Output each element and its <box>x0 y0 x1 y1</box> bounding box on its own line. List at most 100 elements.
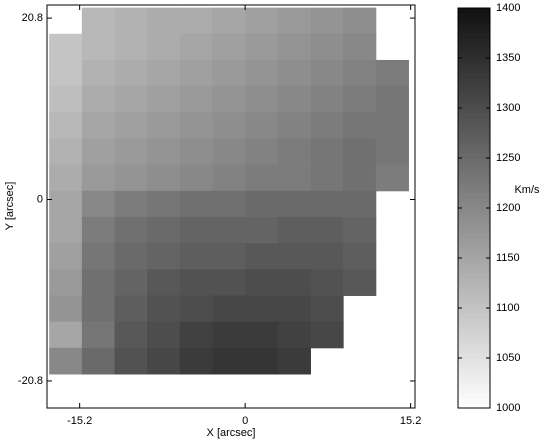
cell <box>310 33 344 61</box>
colorbar-swatch <box>458 373 490 379</box>
colorbar-swatch <box>458 298 490 304</box>
cell <box>245 164 279 192</box>
cell <box>277 7 311 35</box>
colorbar-tick-label: 1200 <box>496 202 520 214</box>
colorbar-swatch <box>458 333 490 339</box>
y-axis-label: Y [arcsec] <box>4 182 16 231</box>
colorbar-swatch <box>458 123 490 129</box>
colorbar-swatch <box>458 98 490 104</box>
colorbar-swatch <box>458 143 490 149</box>
colorbar-tick-label: 1150 <box>496 252 520 264</box>
colorbar-tick-label: 1100 <box>496 302 520 314</box>
cell <box>277 86 311 113</box>
colorbar-swatch <box>458 13 490 19</box>
colorbar-swatch <box>458 188 490 194</box>
cell <box>343 243 377 270</box>
colorbar-tick-label: 1350 <box>496 52 520 64</box>
colorbar-swatch <box>458 258 490 264</box>
colorbar-swatch <box>458 308 490 314</box>
cell <box>245 59 279 87</box>
cell <box>49 33 83 61</box>
cell <box>212 59 246 87</box>
cell <box>310 321 344 349</box>
cell <box>310 164 344 192</box>
colorbar-swatch <box>458 118 490 124</box>
cell <box>147 112 181 139</box>
cell <box>49 269 83 296</box>
cell <box>81 190 116 218</box>
colorbar-swatch <box>458 378 490 384</box>
cell <box>310 138 344 166</box>
colorbar-swatch <box>458 58 490 64</box>
cell <box>212 138 246 166</box>
colorbar-swatch <box>458 243 490 249</box>
x-tick-label: 15.2 <box>400 415 421 427</box>
cell <box>277 59 311 87</box>
cell <box>343 7 377 35</box>
cell <box>310 216 344 244</box>
colorbar-swatch <box>458 73 490 79</box>
cell <box>343 112 377 139</box>
colorbar-swatch <box>458 393 490 399</box>
cell <box>179 295 213 323</box>
colorbar-swatch <box>458 383 490 389</box>
cell <box>212 347 246 375</box>
colorbar-swatch <box>458 103 490 109</box>
colorbar-swatch <box>458 18 490 24</box>
colorbar-swatch <box>458 253 490 259</box>
cell <box>343 216 377 244</box>
colorbar-swatch <box>458 278 490 284</box>
cell <box>147 7 181 35</box>
cell <box>81 138 116 166</box>
cell <box>245 295 279 323</box>
colorbar-swatch <box>458 158 490 164</box>
cell <box>277 190 311 218</box>
cell <box>310 59 344 87</box>
cell <box>179 164 213 192</box>
cell <box>81 295 116 323</box>
colorbar-swatch <box>458 283 490 289</box>
cell <box>49 347 83 375</box>
x-axis-label: X [arcsec] <box>207 427 256 439</box>
colorbar-swatch <box>458 388 490 394</box>
colorbar-swatch <box>458 238 490 244</box>
colorbar-swatch <box>458 113 490 119</box>
cell <box>375 112 409 139</box>
cell <box>114 86 148 113</box>
y-tick-label: 20.8 <box>22 12 43 24</box>
cell <box>114 138 148 166</box>
cell <box>212 7 246 35</box>
cell <box>277 216 311 244</box>
cell <box>114 164 148 192</box>
cell <box>277 112 311 139</box>
cell <box>245 321 279 349</box>
cell <box>49 138 83 166</box>
cell <box>245 190 279 218</box>
colorbar-swatch <box>458 223 490 229</box>
cell <box>375 59 409 87</box>
colorbar-swatch <box>458 153 490 159</box>
colorbar-label: Km/s <box>514 184 540 196</box>
cell <box>147 243 181 270</box>
colorbar-swatch <box>458 33 490 39</box>
cell <box>343 164 377 192</box>
colorbar-swatch <box>458 268 490 274</box>
cell <box>147 59 181 87</box>
colorbar-swatch <box>458 363 490 369</box>
cell <box>81 7 116 35</box>
x-tick-label: -15.2 <box>67 415 92 427</box>
cell <box>277 269 311 296</box>
x-tick-label: 0 <box>242 415 248 427</box>
cell <box>49 112 83 139</box>
cell <box>343 86 377 113</box>
colorbar-swatch <box>458 313 490 319</box>
cell <box>147 347 181 375</box>
colorbar-swatch <box>458 68 490 74</box>
cell <box>245 216 279 244</box>
cell <box>245 138 279 166</box>
colorbar-swatch <box>458 228 490 234</box>
colorbar-swatch <box>458 8 490 14</box>
colorbar-swatch <box>458 63 490 69</box>
cell <box>49 216 83 244</box>
cell <box>114 347 148 375</box>
